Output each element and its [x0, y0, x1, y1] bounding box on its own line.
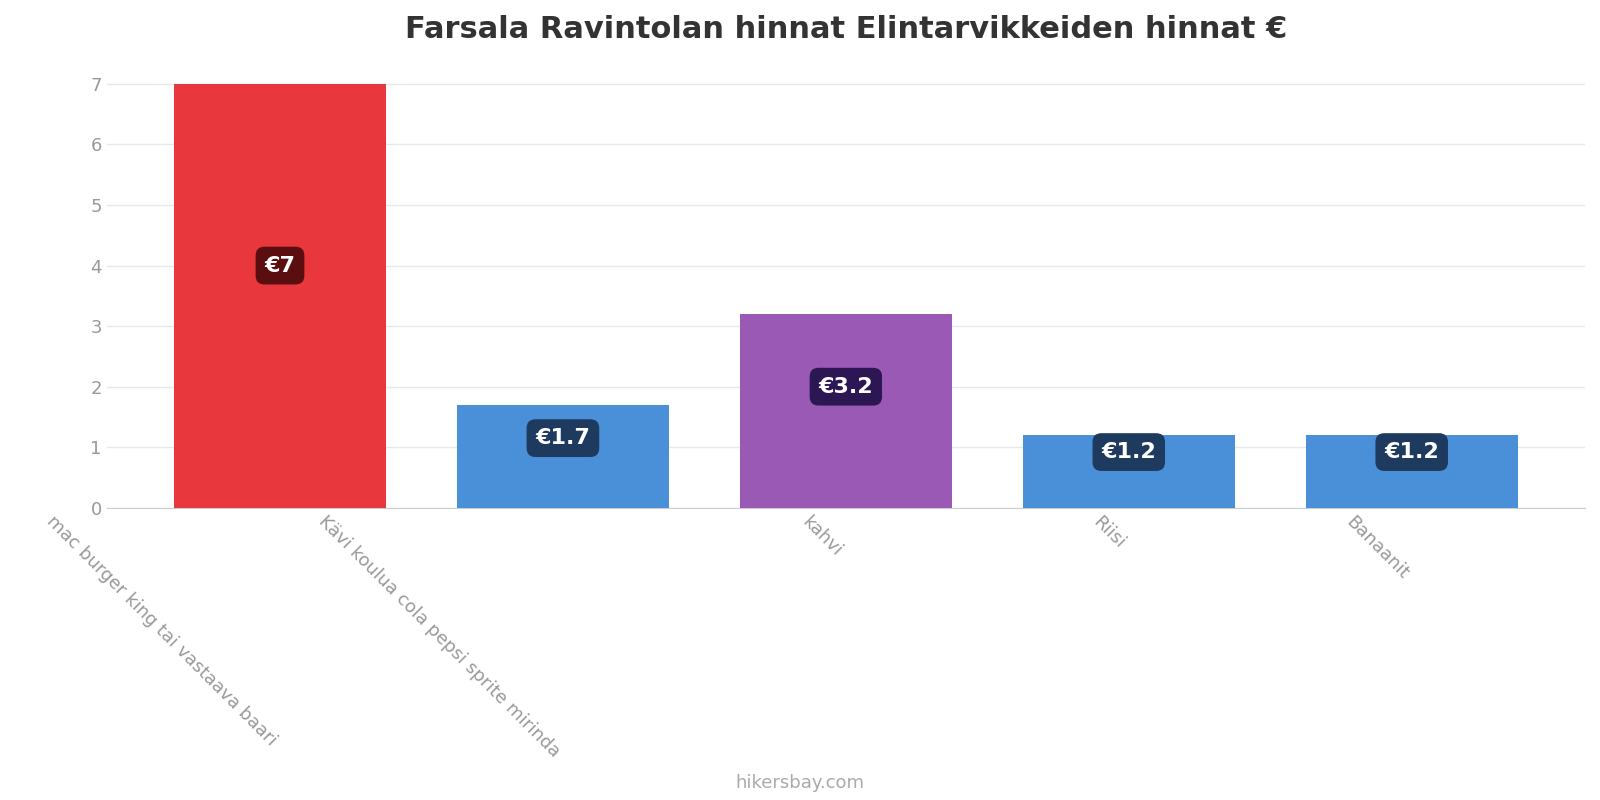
Bar — [174, 84, 386, 508]
Text: €3.2: €3.2 — [819, 377, 874, 397]
Bar — [1306, 435, 1518, 508]
Text: hikersbay.com: hikersbay.com — [736, 774, 864, 792]
Text: €7: €7 — [264, 255, 296, 275]
Text: €1.2: €1.2 — [1101, 442, 1157, 462]
Text: €1.7: €1.7 — [536, 428, 590, 448]
Bar — [458, 405, 669, 508]
Bar — [739, 314, 952, 508]
Title: Farsala Ravintolan hinnat Elintarvikkeiden hinnat €: Farsala Ravintolan hinnat Elintarvikkeid… — [405, 15, 1286, 44]
Text: €1.2: €1.2 — [1384, 442, 1438, 462]
Bar — [1022, 435, 1235, 508]
